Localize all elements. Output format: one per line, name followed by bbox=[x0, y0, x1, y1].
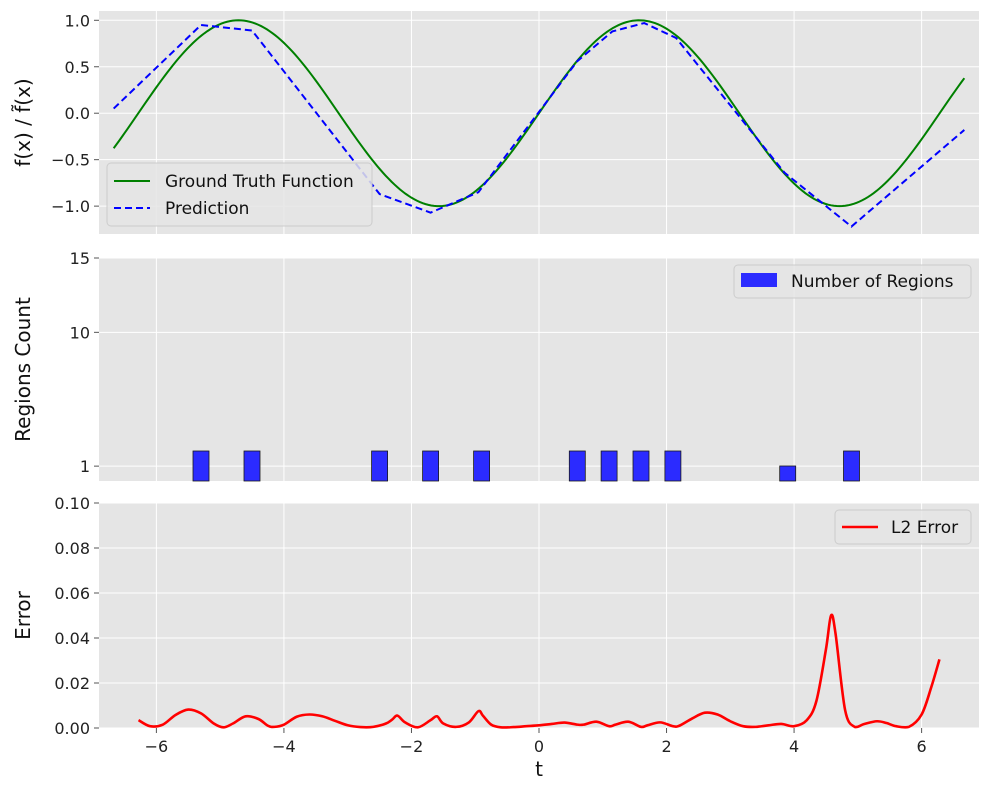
legend-label-l2-error: L2 Error bbox=[891, 518, 958, 538]
y-tick-label: 0.5 bbox=[65, 58, 90, 77]
legend-label-regions: Number of Regions bbox=[791, 272, 954, 292]
y-tick-label: 0.10 bbox=[54, 494, 90, 513]
legend-box bbox=[834, 509, 972, 545]
y-tick-label: 1.0 bbox=[65, 11, 90, 30]
legend: Number of Regions bbox=[733, 264, 972, 299]
y-tick-label: −1.0 bbox=[51, 197, 90, 216]
y-tick-label: 0.02 bbox=[54, 674, 90, 693]
legend: Ground Truth Function Prediction bbox=[106, 162, 373, 227]
x-tick-label: 6 bbox=[917, 737, 927, 756]
legend-swatch-regions bbox=[741, 273, 777, 287]
legend-box bbox=[106, 162, 373, 227]
regions-bar bbox=[473, 450, 491, 482]
series-l2-error-line bbox=[137, 613, 941, 729]
y-axis-label: Error bbox=[11, 590, 35, 640]
y-tick-label: 0.0 bbox=[65, 104, 90, 123]
legend-label-prediction: Prediction bbox=[165, 199, 249, 219]
x-tick-label: −4 bbox=[272, 737, 296, 756]
regions-bar bbox=[422, 450, 440, 482]
y-tick-label: 10 bbox=[70, 323, 90, 342]
y-axis-label: f(x) / f̃(x) bbox=[11, 78, 35, 166]
y-tick-label: 0.08 bbox=[54, 539, 90, 558]
y-tick-label: 0.06 bbox=[54, 584, 90, 603]
y-tick-label: −0.5 bbox=[51, 151, 90, 170]
legend-label-ground-truth: Ground Truth Function bbox=[165, 172, 354, 192]
regions-bar bbox=[632, 450, 650, 482]
legend: L2 Error bbox=[834, 509, 972, 545]
chart-top-function: 1.0 0.5 0.0 −0.5 −1.0 f(x) / f̃(x) Ground Trut… bbox=[11, 11, 979, 234]
x-tick-label: 0 bbox=[534, 737, 544, 756]
y-tick-label: 15 bbox=[70, 249, 90, 268]
series-prediction-line bbox=[112, 22, 965, 228]
regions-bar bbox=[843, 450, 860, 482]
y-tick-label: 1 bbox=[80, 457, 90, 476]
x-tick-label: 2 bbox=[661, 737, 671, 756]
y-axis-label: Regions Count bbox=[11, 297, 35, 442]
x-tick-label: −6 bbox=[145, 737, 169, 756]
chart-middle-regions: 1 10 15 Regions Count Number of Regions bbox=[11, 249, 979, 482]
chart-bottom-error: 0.00 0.02 0.04 0.06 0.08 0.10 −6 −4 −2 0 2 4 6 Error t… bbox=[11, 494, 979, 781]
legend-box bbox=[733, 264, 972, 299]
regions-bar bbox=[600, 450, 618, 482]
regions-bar bbox=[243, 450, 261, 482]
regions-bar bbox=[779, 465, 797, 482]
y-tick-label: 0.00 bbox=[54, 719, 90, 738]
y-tick-label: 0.04 bbox=[54, 629, 90, 648]
regions-bar bbox=[664, 450, 682, 482]
regions-bar bbox=[568, 450, 586, 482]
x-tick-label: 4 bbox=[789, 737, 799, 756]
x-tick-label: −2 bbox=[400, 737, 424, 756]
regions-bar bbox=[192, 450, 210, 482]
regions-bar bbox=[371, 450, 389, 482]
x-axis-label: t bbox=[535, 757, 543, 781]
